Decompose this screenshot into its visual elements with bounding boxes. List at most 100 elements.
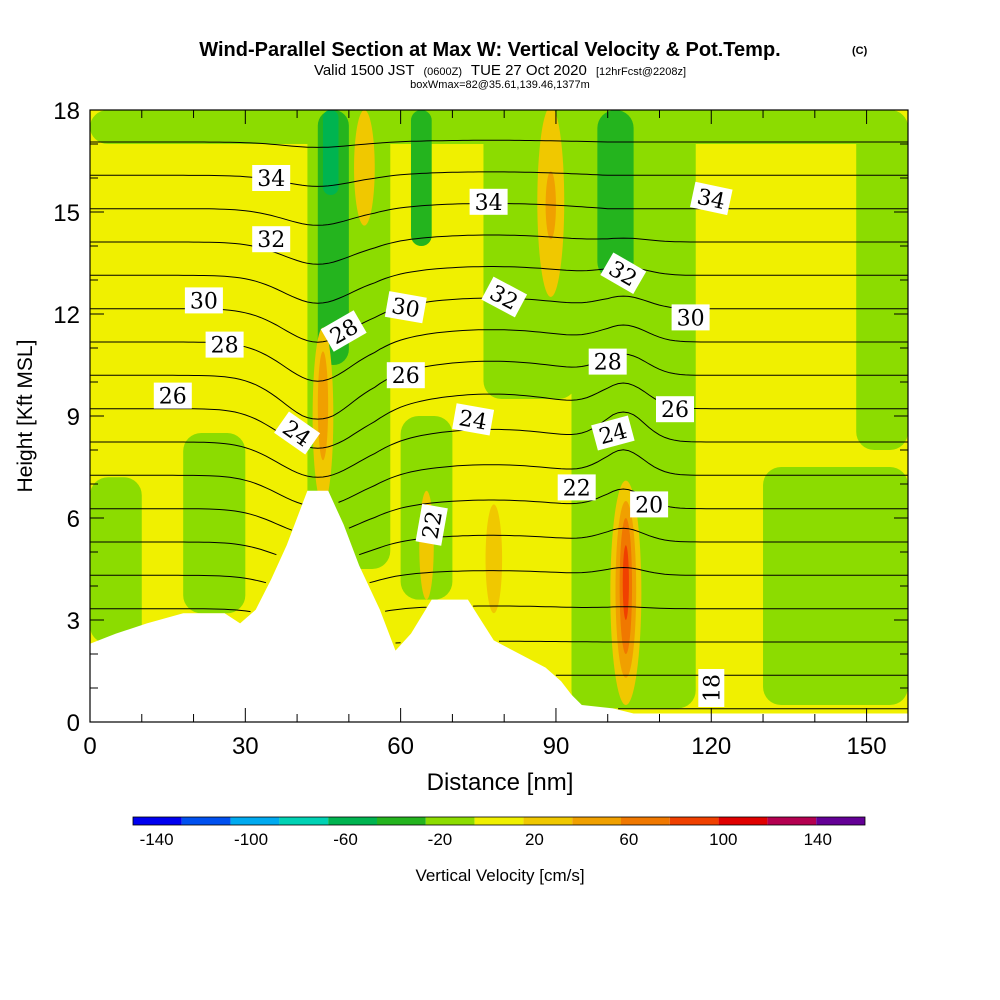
- theta-contour: [90, 605, 908, 613]
- contour-label-box: [452, 403, 495, 436]
- contour-label: 26: [656, 396, 694, 423]
- contour-label: 18: [698, 669, 725, 707]
- contour-label: 34: [469, 188, 508, 216]
- w-region-down: [410, 110, 432, 246]
- contour-label-box: [153, 382, 192, 409]
- w-region-up: [354, 110, 375, 226]
- contour-label-box: [252, 165, 291, 191]
- contour-label-text: 20: [635, 493, 663, 518]
- terrain-fill: [90, 490, 908, 722]
- y-axis: 0 3 6 9 12 15 18: [53, 98, 908, 737]
- contour-label: 26: [153, 382, 192, 410]
- vertical-velocity-field: [90, 110, 908, 709]
- contour-label-box: [656, 396, 694, 423]
- contour-label: 32: [252, 226, 291, 253]
- contour-label: 30: [384, 291, 427, 324]
- contour-label-text: 28: [211, 334, 239, 359]
- colorbar-swatch: [572, 817, 621, 825]
- x-tick-label: 90: [543, 733, 570, 760]
- colorbar: -140 -100 -60 -20 20 60 100 140: [132, 816, 866, 849]
- contour-label-text: 26: [159, 385, 187, 410]
- contour-label-text: 24: [457, 406, 489, 435]
- theta-contour: [395, 640, 908, 644]
- w-region-weak: [763, 467, 908, 705]
- contour-label: 26: [386, 362, 425, 389]
- contour-label-box: [690, 181, 733, 216]
- contour-label: 30: [184, 287, 223, 314]
- colorbar-frame: [132, 816, 866, 826]
- contour-label-text: 30: [677, 306, 705, 331]
- contour-label-text: 34: [695, 185, 728, 215]
- contour-label-box: [384, 291, 427, 324]
- x-tick-label: 0: [83, 733, 96, 760]
- contour-label-box: [386, 362, 425, 389]
- w-region-strong_down: [322, 110, 339, 195]
- colorbar-tick-label: -100: [234, 830, 268, 849]
- colorbar-tick-label: -20: [428, 830, 453, 849]
- theta-contour: [90, 382, 908, 449]
- contour-label: 22: [415, 503, 448, 546]
- contour-label-box: [557, 474, 596, 501]
- contour-label: 30: [671, 304, 710, 331]
- contour-label-text: 34: [475, 191, 503, 216]
- w-region-peak: [622, 545, 629, 620]
- y-tick-label: 0: [67, 710, 80, 737]
- w-region-weak: [183, 433, 246, 614]
- colorbar-swatch: [279, 817, 329, 825]
- contour-label-text: 22: [418, 509, 447, 541]
- colorbar-swatch: [621, 817, 670, 825]
- colorbar-tick-label: -140: [140, 830, 174, 849]
- y-tick-label: 6: [67, 506, 80, 533]
- theta-contour: [90, 353, 908, 420]
- contour-label: 24: [452, 403, 495, 436]
- theta-contour: [90, 488, 908, 531]
- contour-label-text: 22: [563, 476, 591, 501]
- contour-label-text: 28: [594, 351, 622, 376]
- contour-label-box: [630, 491, 669, 518]
- contour-label-text: 34: [257, 167, 285, 192]
- x-axis-label: Distance [nm]: [427, 769, 574, 796]
- colorbar-swatch: [718, 817, 768, 825]
- contour-label: 28: [205, 331, 244, 359]
- chart-subtitle: Valid 1500 JST (0600Z) TUE 27 Oct 2020 […: [314, 62, 686, 79]
- w-region-weak: [856, 110, 908, 450]
- w-region-weak: [483, 110, 577, 399]
- w-region-strong_up: [317, 351, 329, 461]
- contour-label: 28: [588, 348, 627, 376]
- contour-label-text: 32: [257, 228, 285, 253]
- theta-contour: [90, 566, 908, 584]
- w-region-up: [485, 504, 503, 614]
- x-tick-label: 60: [387, 733, 414, 760]
- y-tick-label: 9: [67, 404, 80, 431]
- contour-label: 34: [252, 165, 291, 192]
- contour-label: 34: [690, 181, 733, 216]
- x-tick-label: 120: [691, 733, 731, 760]
- box-info: boxWmax=82@35.61,139.46,1377m: [410, 79, 590, 91]
- subtitle-fcst: [12hrFcst@2208z]: [596, 66, 686, 78]
- colorbar-tick-label: 140: [804, 830, 832, 849]
- y-tick-label: 18: [53, 98, 80, 125]
- colorbar-swatch: [425, 817, 475, 825]
- theta-contour: [90, 139, 908, 148]
- subtitle-valid: Valid 1500 JST: [314, 62, 414, 79]
- colorbar-swatch: [377, 817, 426, 825]
- theta-contour: [90, 171, 908, 187]
- contour-label: 20: [630, 491, 669, 518]
- chart-title: Wind-Parallel Section at Max W: Vertical…: [199, 39, 780, 61]
- colorbar-swatch: [767, 817, 817, 825]
- contour-label-text: 18: [700, 674, 725, 702]
- y-tick-label: 3: [67, 608, 80, 635]
- contour-label-text: 30: [190, 289, 218, 314]
- w-region-down: [597, 110, 634, 280]
- contour-label-box: [588, 348, 627, 375]
- theta-contour: [90, 449, 908, 505]
- subtitle-utc: (0600Z): [423, 66, 462, 78]
- contour-label-text: 26: [661, 398, 689, 423]
- contour-label-box: [184, 287, 223, 314]
- x-tick-label: 150: [847, 733, 887, 760]
- contour-label-box: [469, 188, 508, 215]
- contour-label-box: [274, 411, 321, 455]
- colorbar-label: Vertical Velocity [cm/s]: [415, 866, 584, 885]
